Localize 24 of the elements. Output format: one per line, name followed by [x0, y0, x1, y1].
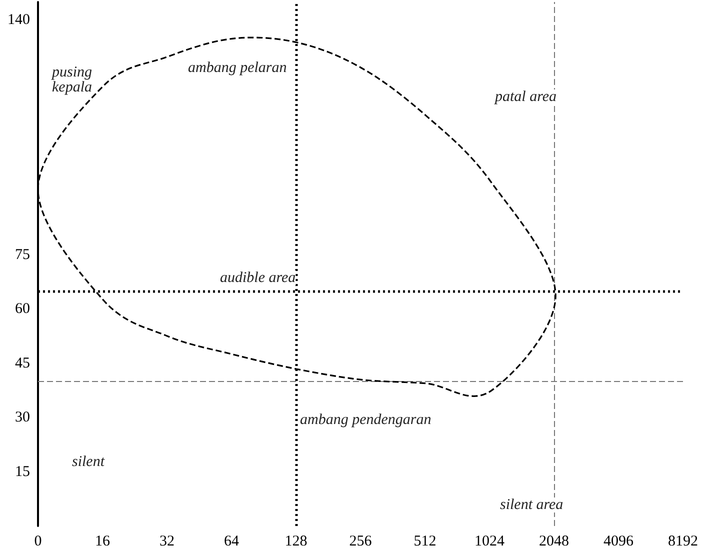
x-tick-label: 4096 — [604, 534, 634, 549]
x-tick-label: 16 — [95, 534, 110, 549]
annotation: pusing kepala — [51, 64, 93, 96]
annotation: silent area — [500, 497, 564, 513]
annotation: ambang pendengaran — [300, 412, 432, 428]
x-tick-label: 1024 — [474, 534, 505, 549]
annotation: patal area — [494, 89, 557, 105]
annotation: audible area — [220, 270, 296, 286]
x-tick-label: 0 — [34, 534, 42, 549]
x-tick-label: 64 — [224, 534, 240, 549]
x-tick-label: 2048 — [539, 534, 569, 549]
annotation: ambang pelaran — [188, 60, 287, 76]
y-tick-label: 45 — [15, 355, 30, 372]
annotation: silent — [72, 454, 106, 470]
y-tick-label: 60 — [15, 301, 30, 318]
y-tick-label: 30 — [15, 410, 30, 426]
x-tick-label: 128 — [284, 534, 308, 549]
y-tick-label: 75 — [15, 246, 30, 263]
y-tick-label: 15 — [15, 464, 30, 480]
x-tick-label: 32 — [160, 534, 174, 549]
x-tick-label: 256 — [349, 534, 372, 549]
x-tick-label: 512 — [414, 534, 436, 549]
x-tick-label: 8192 — [668, 534, 698, 549]
y-tick-label: 140 — [8, 12, 30, 28]
